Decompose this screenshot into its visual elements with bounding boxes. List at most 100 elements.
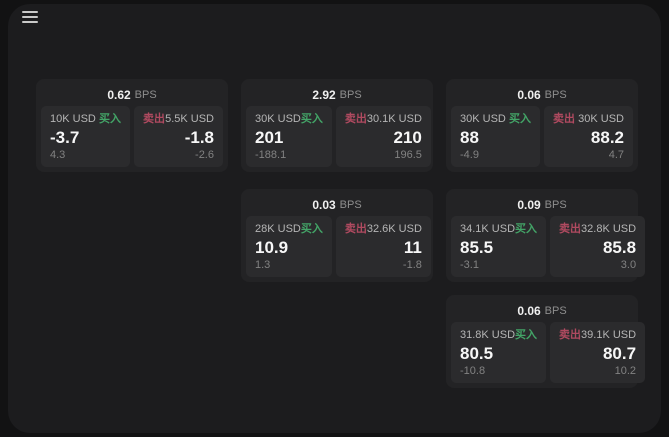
buy-delta: -4.9 (460, 149, 479, 161)
card-header: 2.92 BPS (246, 84, 428, 106)
main-panel: 0.62 BPS 10K USD 买入 -3.7 4.3 卖出 5.5K USD… (8, 4, 661, 433)
bps-unit: BPS (544, 305, 567, 317)
bps-unit: BPS (339, 89, 362, 101)
bps-unit: BPS (544, 89, 567, 101)
card-header: 0.03 BPS (246, 194, 428, 216)
sell-price: 88.2 (590, 128, 624, 147)
menu-bar (22, 21, 38, 23)
sell-delta: 3.0 (620, 259, 637, 271)
bps-value: 0.62 (107, 88, 131, 102)
card-header: 0.06 BPS (451, 84, 633, 106)
card-header: 0.09 BPS (451, 194, 633, 216)
sell-price: 210 (393, 128, 422, 147)
bps-unit: BPS (544, 199, 567, 211)
buy-amount: 10K USD (50, 113, 96, 125)
sell-delta: 10.2 (614, 365, 637, 377)
buy-label: 买入 (99, 113, 121, 125)
buy-cell[interactable]: 28K USD 买入 10.9 1.3 (246, 216, 332, 277)
sell-delta: -2.6 (195, 149, 214, 161)
hamburger-menu-icon[interactable] (22, 11, 38, 23)
sell-price: 11 (403, 238, 422, 257)
quote-card: 0.06 BPS 31.8K USD 买入 80.5 -10.8 卖出 39.1… (446, 295, 646, 388)
buy-delta: -10.8 (460, 365, 486, 377)
buy-label: 买入 (515, 223, 538, 235)
quote-card: 0.03 BPS 28K USD 买入 10.9 1.3 卖出 32.6K US… (241, 189, 433, 282)
buy-cell-top: 31.8K USD 买入 (460, 329, 537, 341)
buy-delta: -188.1 (255, 149, 287, 161)
buy-label: 买入 (300, 113, 323, 125)
sell-cell-top: 卖出 32.6K USD (345, 223, 422, 235)
bps-value: 0.06 (517, 304, 541, 318)
buy-cell-top: 30K USD 买入 (460, 113, 531, 125)
card-cells: 10K USD 买入 -3.7 4.3 卖出 5.5K USD -1.8 -2.… (41, 106, 223, 167)
sell-cell[interactable]: 卖出 39.1K USD 80.7 10.2 (550, 322, 646, 383)
quote-card: 0.06 BPS 30K USD 买入 88 -4.9 卖出 30K USD 8… (446, 79, 638, 172)
bps-value: 2.92 (312, 88, 336, 102)
menu-bar (22, 11, 38, 13)
sell-label: 卖出 (344, 223, 367, 235)
sell-label: 卖出 (143, 113, 165, 125)
sell-price: -1.8 (184, 128, 214, 147)
sell-cell-top: 卖出 32.8K USD (559, 223, 636, 235)
sell-amount: 32.8K USD (581, 223, 637, 235)
buy-cell-top: 28K USD 买入 (255, 223, 323, 235)
buy-price: 88 (460, 128, 479, 147)
buy-cell[interactable]: 10K USD 买入 -3.7 4.3 (41, 106, 130, 167)
buy-delta: 1.3 (255, 259, 271, 271)
buy-price: 201 (255, 128, 284, 147)
sell-price: 80.7 (602, 344, 637, 363)
sell-amount: 30K USD (578, 113, 624, 125)
sell-amount: 32.6K USD (366, 223, 422, 235)
buy-amount: 30K USD (460, 113, 506, 125)
bps-unit: BPS (339, 199, 362, 211)
bps-value: 0.03 (312, 198, 336, 212)
sell-cell[interactable]: 卖出 30.1K USD 210 196.5 (335, 106, 431, 167)
bps-value: 0.09 (517, 198, 541, 212)
sell-cell-top: 卖出 39.1K USD (559, 329, 636, 341)
sell-cell-top: 卖出 5.5K USD (143, 113, 214, 125)
buy-amount: 30K USD (255, 113, 301, 125)
card-cells: 28K USD 买入 10.9 1.3 卖出 32.6K USD 11 -1.8 (246, 216, 431, 277)
card-cells: 31.8K USD 买入 80.5 -10.8 卖出 39.1K USD 80.… (451, 322, 646, 383)
bps-unit: BPS (134, 89, 157, 101)
sell-label: 卖出 (344, 113, 367, 125)
sell-cell[interactable]: 卖出 30K USD 88.2 4.7 (544, 106, 633, 167)
buy-price: 10.9 (255, 238, 289, 257)
sell-cell[interactable]: 卖出 32.8K USD 85.8 3.0 (550, 216, 646, 277)
sell-amount: 39.1K USD (581, 329, 637, 341)
sell-cell[interactable]: 卖出 5.5K USD -1.8 -2.6 (134, 106, 223, 167)
sell-cell-top: 卖出 30K USD (553, 113, 624, 125)
buy-cell-top: 10K USD 买入 (50, 113, 121, 125)
sell-label: 卖出 (559, 329, 582, 341)
card-cells: 30K USD 买入 201 -188.1 卖出 30.1K USD 210 1… (246, 106, 431, 167)
card-cells: 30K USD 买入 88 -4.9 卖出 30K USD 88.2 4.7 (451, 106, 633, 167)
buy-cell-top: 30K USD 买入 (255, 113, 323, 125)
sell-label: 卖出 (559, 223, 582, 235)
buy-cell[interactable]: 34.1K USD 买入 85.5 -3.1 (451, 216, 547, 277)
sell-amount: 5.5K USD (165, 113, 214, 125)
card-header: 0.62 BPS (41, 84, 223, 106)
card-cells: 34.1K USD 买入 85.5 -3.1 卖出 32.8K USD 85.8… (451, 216, 646, 277)
buy-amount: 31.8K USD (460, 329, 516, 341)
buy-cell[interactable]: 30K USD 买入 201 -188.1 (246, 106, 332, 167)
buy-cell-top: 34.1K USD 买入 (460, 223, 537, 235)
buy-label: 买入 (300, 223, 323, 235)
buy-cell[interactable]: 31.8K USD 买入 80.5 -10.8 (451, 322, 547, 383)
sell-label: 卖出 (553, 113, 575, 125)
sell-cell[interactable]: 卖出 32.6K USD 11 -1.8 (335, 216, 431, 277)
menu-bar (22, 16, 38, 18)
buy-price: 80.5 (460, 344, 494, 363)
quote-card: 0.62 BPS 10K USD 买入 -3.7 4.3 卖出 5.5K USD… (36, 79, 228, 172)
sell-delta: 196.5 (394, 149, 422, 161)
cards-grid: 0.62 BPS 10K USD 买入 -3.7 4.3 卖出 5.5K USD… (8, 4, 661, 433)
sell-price: 85.8 (602, 238, 637, 257)
buy-amount: 34.1K USD (460, 223, 516, 235)
buy-amount: 28K USD (255, 223, 301, 235)
sell-delta: 4.7 (608, 149, 624, 161)
buy-cell[interactable]: 30K USD 买入 88 -4.9 (451, 106, 540, 167)
bps-value: 0.06 (517, 88, 541, 102)
buy-price: -3.7 (50, 128, 80, 147)
sell-amount: 30.1K USD (366, 113, 422, 125)
sell-cell-top: 卖出 30.1K USD (345, 113, 422, 125)
sell-delta: -1.8 (402, 259, 422, 271)
